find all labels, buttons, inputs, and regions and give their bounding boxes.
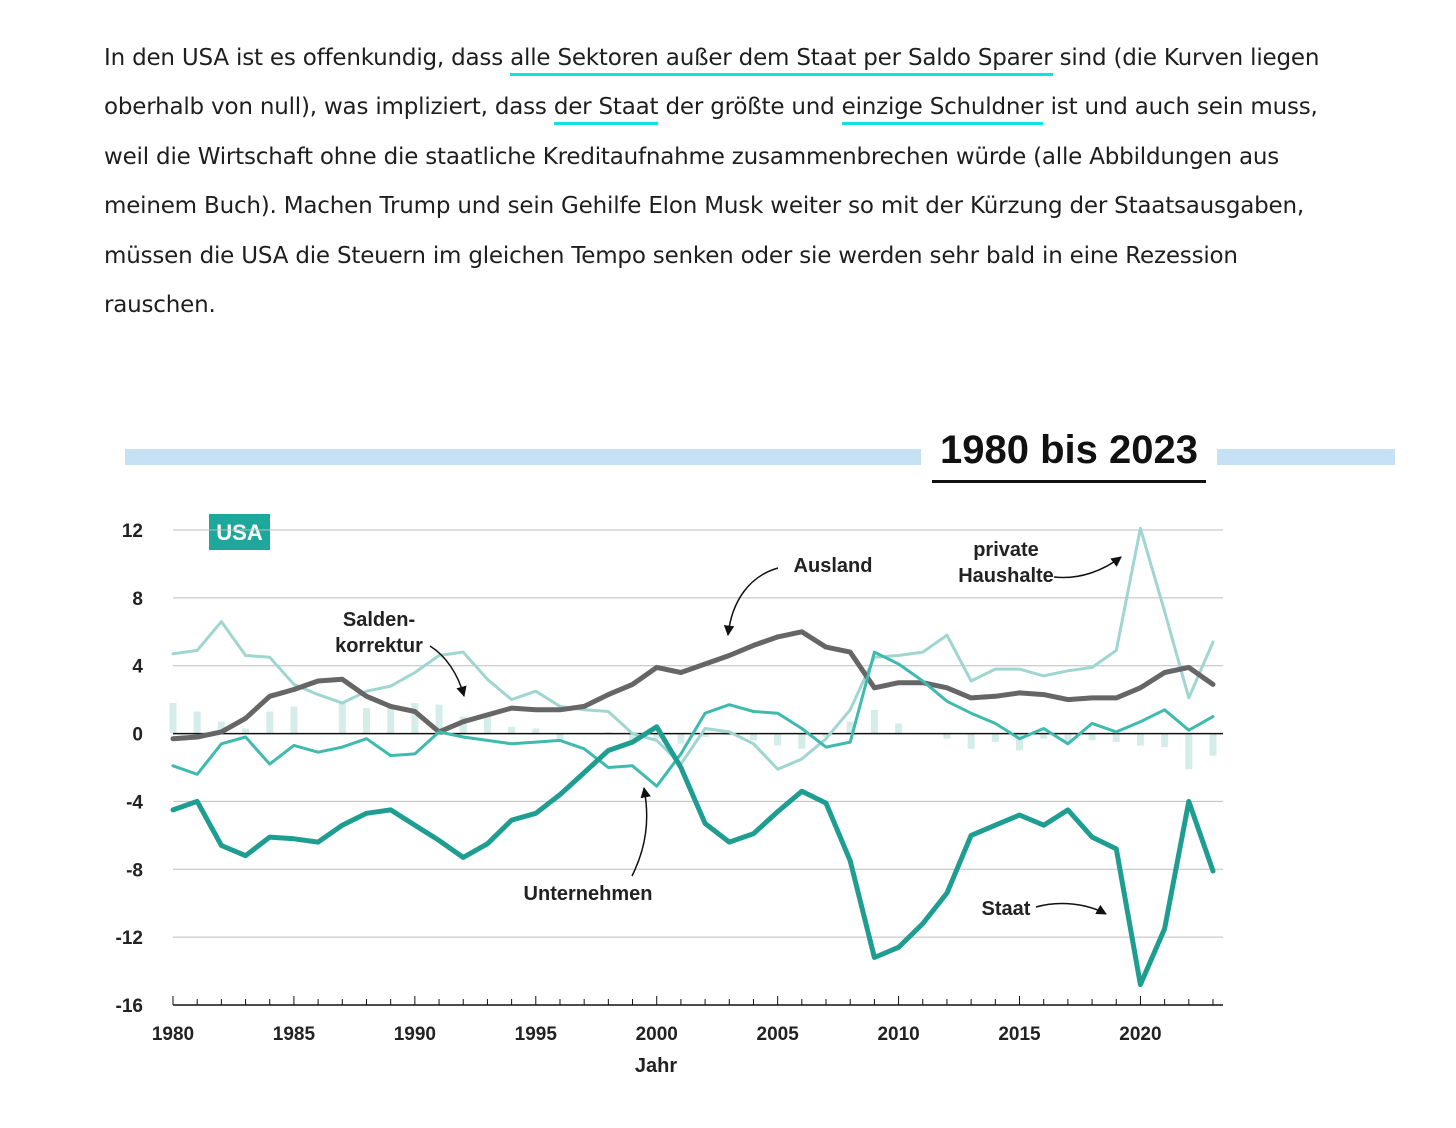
x-axis: 1980 1985 1990 1995 2000 2005 2010 2015 2020 [152,996,1223,1045]
chart-title: 1980 bis 2023 [940,428,1198,472]
saldenkorrektur-bar [193,711,201,734]
annotation-arrow-staat [1035,902,1107,915]
annotation-staat: Staat [982,898,1031,920]
saldenkorrektur-bar [991,733,999,743]
series-line [170,724,1216,988]
y-axis: 12 8 4 0 -4 -8 -12 -16 [116,521,144,1017]
article-paragraph: In den USA ist es offenkundig, dass alle… [104,34,1404,330]
x-tick-label: 1980 [152,1024,194,1045]
paragraph-line: rauschen. [104,292,216,319]
saldenkorrektur-bar [169,703,177,734]
annotation-arrow-haushalte [1053,556,1122,579]
saldenkorrektur-bar [532,728,540,734]
annotation-arrow-unternehmen [631,786,651,877]
highlight: alle Sektoren außer dem Staat per Saldo … [510,45,1053,76]
paragraph-line: müssen die USA die Steuern im gleichen T… [104,242,1238,269]
saldenkorrektur-bar [629,733,637,743]
paragraph-line: meinem Buch). Machen Trump und sein Gehi… [104,193,1304,220]
country-badge-label: USA [216,520,263,545]
x-tick-label: 2000 [636,1024,678,1045]
balance-chart: 1980 bis 2023 USA 1980 1985 1990 1995 2000 20… [116,428,1395,1077]
saldenkorrektur-bar [338,703,346,734]
highlight: der Staat [553,94,659,126]
saldenkorrektur-bar [943,733,951,739]
saldenkorrektur-bar [1161,733,1169,748]
saldenkorrektur-bar [1040,733,1048,739]
saldenkorrektur-bar [1209,733,1217,756]
saldenkorrektur-bar [967,733,975,749]
saldenkorrektur-bar [604,731,612,734]
saldenkorrektur-bar [846,721,854,734]
saldenkorrektur-bar [701,733,709,737]
y-tick-label: -8 [126,860,143,881]
saldenkorrektur-bar [362,708,370,734]
annotation-arrow-ausland [723,567,779,637]
x-tick-label: 1985 [273,1024,316,1045]
saldenkorrektur-bar [266,711,274,734]
saldenkorrektur-bar [242,728,250,734]
title-underline [932,480,1206,483]
saldenkorrektur-bar [483,716,491,734]
saldenkorrektur-bar [798,733,806,749]
x-tick-label: 2005 [757,1024,800,1045]
series-line [170,629,1216,742]
y-tick-label: -4 [126,792,143,813]
annotation-ausland: Ausland [794,555,873,577]
saldenkorrektur-bar [653,733,661,739]
saldenkorrektur-bar [508,726,516,734]
y-tick-label: 4 [132,657,143,678]
x-tick-label: 2020 [1119,1024,1161,1045]
saldenkorrektur-bar [387,706,395,734]
x-tick-label: 2015 [998,1024,1041,1045]
saldenkorrektur-bar [1016,733,1024,751]
y-tick-label: -12 [116,928,143,949]
y-tick-label: -16 [116,996,143,1017]
annotation-haushalte-line1: private [973,539,1039,561]
grid-lines [173,529,1223,938]
highlight: einzige Schuldner [841,94,1044,126]
annotation-salden-line2: korrektur [335,635,423,657]
saldenkorrektur-bars [169,703,1217,770]
saldenkorrektur-bar [870,709,878,734]
saldenkorrektur-bar [556,733,564,741]
saldenkorrektur-bar [895,723,903,734]
paragraph-line: weil die Wirtschaft ohne die staatliche … [104,143,1280,170]
saldenkorrektur-bar [217,721,225,734]
saldenkorrektur-bar [677,733,685,744]
saldenkorrektur-bar [411,703,419,734]
paragraph-line: In den USA ist es offenkundig, dass alle… [104,34,1404,83]
annotation-haushalte-line2: Haushalte [958,565,1054,587]
saldenkorrektur-bar [1064,733,1072,744]
saldenkorrektur-bar [1112,733,1120,743]
y-tick-label: 12 [122,521,143,542]
saldenkorrektur-bar [725,733,733,736]
header-band-left [125,449,921,465]
series-lines [170,526,1216,988]
saldenkorrektur-bar [1185,733,1193,770]
saldenkorrektur-bar [774,733,782,746]
annotation-arrow-salden [429,645,467,698]
series-line [171,526,1215,771]
series-line [171,650,1215,788]
y-tick-label: 8 [132,589,143,610]
x-tick-label: 1990 [394,1024,436,1045]
saldenkorrektur-bar [290,706,298,734]
saldenkorrektur-bar [459,716,467,734]
country-badge [209,514,270,550]
annotation-unternehmen: Unternehmen [524,883,653,905]
annotation-salden-line1: Salden- [343,609,415,631]
header-band-right [1217,449,1395,465]
x-tick-label: 2010 [877,1024,919,1045]
saldenkorrektur-bar [822,733,830,737]
saldenkorrektur-bar [1088,733,1096,741]
y-tick-label: 0 [132,725,143,746]
paragraph-line: oberhalb von null), was impliziert, dass… [104,83,1404,132]
saldenkorrektur-bar [435,704,443,734]
x-axis-title: Jahr [635,1055,677,1077]
saldenkorrektur-bar [749,733,757,741]
saldenkorrektur-bar [1136,733,1144,746]
x-tick-label: 1995 [515,1024,558,1045]
